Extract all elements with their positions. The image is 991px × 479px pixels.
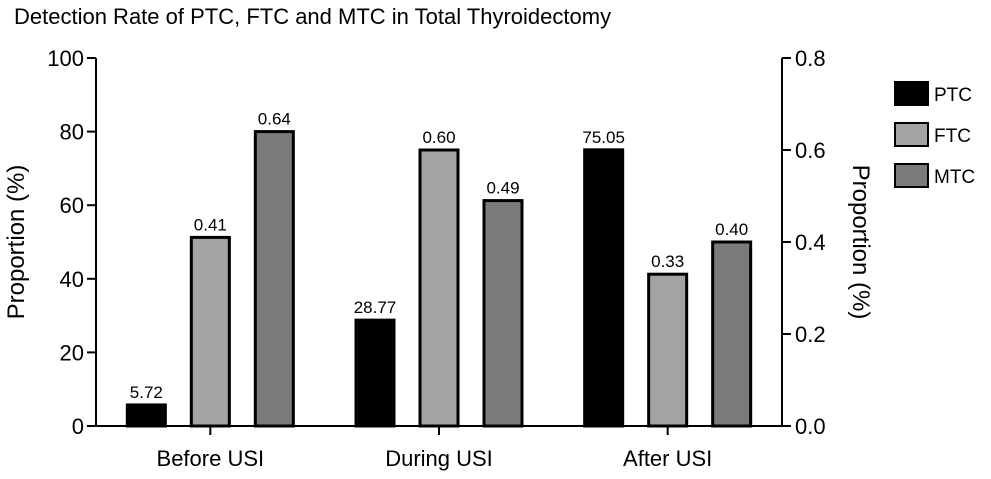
category-label: During USI [385, 446, 493, 471]
legend-swatch-ptc [894, 81, 929, 106]
legend-label-ptc: PTC [934, 85, 972, 106]
bar-ptc [125, 403, 167, 428]
bar-mtc [253, 130, 295, 428]
category-label: Before USI [157, 446, 265, 471]
right-tick-label: 0.4 [795, 230, 826, 255]
right-axis-title: Proportion (%) [847, 165, 874, 320]
data-label-ftc: 0.60 [422, 128, 455, 147]
bar-ptc [354, 318, 396, 428]
legend-swatch-ftc [894, 122, 929, 147]
left-tick-label: 100 [47, 46, 84, 71]
category-label: After USI [623, 446, 712, 471]
left-tick-label: 80 [60, 120, 84, 145]
legend-label-mtc: MTC [934, 167, 975, 188]
data-label-mtc: 0.64 [258, 110, 291, 129]
chart-marks: 0 20 40 60 80 100 0.0 0.2 0.4 0.6 0.8 Proportion (%… [3, 46, 975, 471]
right-tick-label: 0.8 [795, 46, 826, 71]
bar-ftc [647, 272, 689, 428]
left-tick-label: 40 [60, 267, 84, 292]
left-tick-label: 20 [60, 340, 84, 365]
chart-title: Detection Rate of PTC, FTC and MTC in To… [14, 4, 611, 29]
bar-ftc [418, 148, 460, 428]
bar-mtc [482, 199, 524, 428]
data-label-ptc: 75.05 [582, 128, 625, 147]
left-tick-label: 60 [60, 193, 84, 218]
data-label-mtc: 0.49 [486, 179, 519, 198]
left-axis-title: Proportion (%) [3, 165, 30, 320]
bar-ftc [189, 235, 231, 428]
legend-swatch-mtc [894, 163, 929, 188]
data-label-ftc: 0.33 [651, 252, 684, 271]
right-tick-label: 0.6 [795, 138, 826, 163]
data-label-ptc: 5.72 [130, 383, 163, 402]
bar-mtc [711, 240, 753, 428]
right-tick-label: 0.0 [795, 414, 826, 439]
legend-label-ftc: FTC [934, 126, 971, 147]
data-label-mtc: 0.40 [715, 220, 748, 239]
data-label-ptc: 28.77 [354, 298, 397, 317]
bar-ptc [583, 148, 625, 428]
right-tick-label: 0.2 [795, 322, 826, 347]
data-label-ftc: 0.41 [194, 215, 227, 234]
left-tick-label: 0 [72, 414, 84, 439]
